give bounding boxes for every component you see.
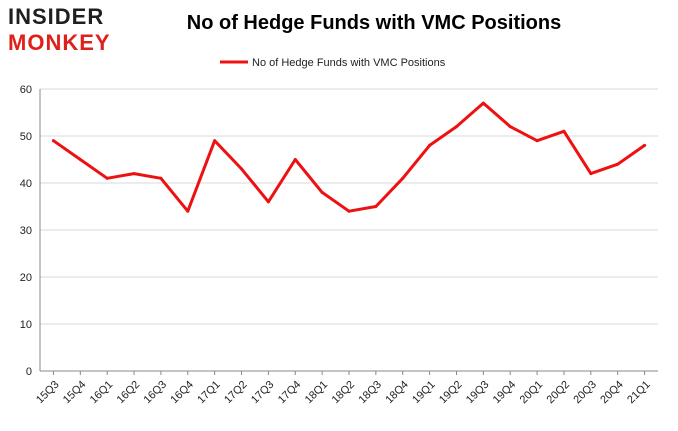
data-point — [535, 139, 539, 143]
data-point — [159, 176, 163, 180]
chart-title: No of Hedge Funds with VMC Positions — [186, 12, 562, 34]
y-tick-label: 10 — [20, 319, 32, 331]
data-point — [266, 200, 270, 204]
y-tick-label: 60 — [20, 84, 32, 96]
data-point — [481, 101, 485, 105]
x-tick-label: 15Q3 — [34, 379, 62, 407]
data-point — [186, 209, 190, 213]
x-tick-label: 20Q1 — [518, 379, 546, 407]
x-tick-label: 17Q4 — [276, 379, 304, 407]
x-tick-label: 18Q2 — [330, 379, 358, 407]
data-point — [643, 143, 647, 147]
x-tick-label: 19Q3 — [464, 379, 492, 407]
x-tick-label: 20Q2 — [545, 379, 573, 407]
data-point — [562, 129, 566, 133]
x-tick-label: 17Q1 — [195, 379, 223, 407]
legend-label: No of Hedge Funds with VMC Positions — [252, 57, 446, 69]
x-tick-label: 21Q1 — [625, 379, 653, 407]
x-tick-label: 16Q2 — [115, 379, 143, 407]
x-tick-label: 16Q1 — [88, 379, 116, 407]
data-point — [105, 176, 109, 180]
data-point — [589, 172, 593, 176]
x-tick-label: 17Q3 — [249, 379, 277, 407]
data-point — [374, 205, 378, 208]
data-point — [132, 172, 136, 176]
data-point — [347, 209, 351, 213]
x-tick-label: 20Q3 — [571, 379, 599, 407]
series-line — [51, 101, 647, 213]
x-tick-label: 16Q3 — [142, 379, 170, 407]
insider-monkey-logo: INSIDER MONKEY — [8, 6, 126, 56]
data-point — [401, 176, 405, 180]
x-tick-label: 16Q4 — [168, 379, 196, 407]
data-point — [454, 125, 458, 129]
y-tick-label: 30 — [20, 225, 32, 237]
y-tick-label: 20 — [20, 272, 32, 284]
data-point — [213, 139, 217, 143]
y-tick-label: 0 — [26, 366, 32, 378]
x-tick-label: 20Q4 — [598, 379, 626, 407]
data-point — [78, 158, 82, 161]
data-point — [508, 125, 512, 129]
x-tick-label: 19Q1 — [410, 379, 438, 407]
data-point — [428, 143, 432, 147]
data-point — [320, 190, 324, 194]
x-tick-label: 18Q4 — [383, 379, 411, 407]
y-tick-label: 40 — [20, 178, 32, 190]
data-point — [240, 167, 244, 171]
x-tick-label: 19Q2 — [437, 379, 465, 407]
logo-text-monkey: MONKEY — [8, 30, 111, 55]
data-point — [616, 162, 620, 166]
x-tick-label: 18Q3 — [356, 379, 384, 407]
x-tick-label: 17Q2 — [222, 379, 250, 407]
x-tick-label: 15Q4 — [61, 379, 89, 407]
logo-text-insider: INSIDER — [8, 4, 105, 29]
x-tick-label: 19Q4 — [491, 379, 519, 407]
x-tick-label: 18Q1 — [303, 379, 331, 407]
y-tick-label: 50 — [20, 131, 32, 143]
data-point — [51, 139, 55, 143]
data-point — [293, 158, 297, 161]
